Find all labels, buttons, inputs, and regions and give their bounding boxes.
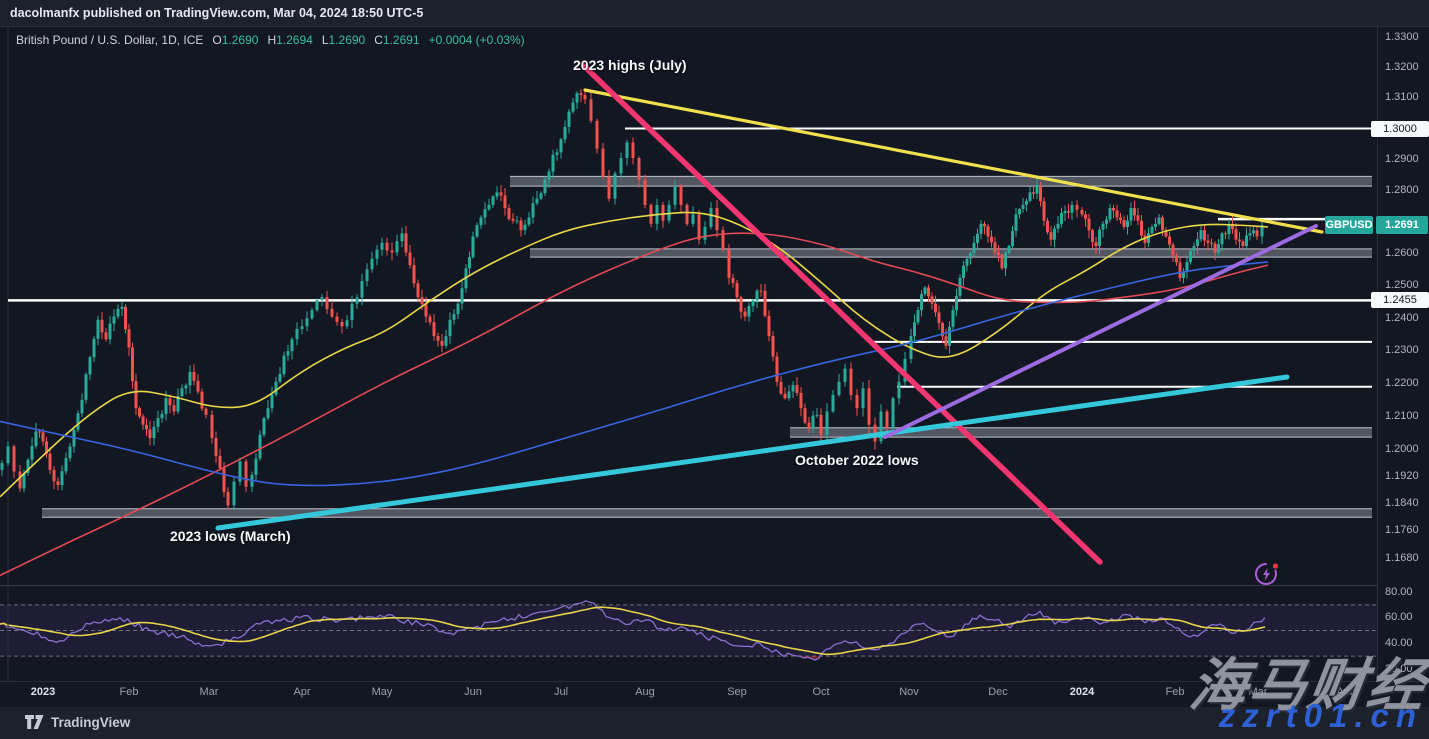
time-tick-May: May xyxy=(371,686,393,698)
ohlc-open: O1.2690 xyxy=(212,33,259,47)
time-tick-Jul: Jul xyxy=(553,686,569,698)
rsi-line xyxy=(0,600,1266,661)
flash-ideas-button[interactable] xyxy=(1253,561,1279,587)
tradingview-logo-text: TradingView xyxy=(51,715,131,730)
level-price-badge-1.2455: 1.2455 xyxy=(1371,292,1429,309)
rising-support-purple[interactable] xyxy=(883,224,1318,439)
ma-slow-200 xyxy=(0,261,1269,487)
publish-text: dacolmanfx published on TradingView.com,… xyxy=(10,6,424,20)
price-tick-1.2800: 1.2800 xyxy=(1385,184,1419,197)
time-tick-Aug: Aug xyxy=(635,686,655,698)
level-price-badge-1.3000: 1.3000 xyxy=(1371,120,1429,137)
annotation-label[interactable]: October 2022 lows xyxy=(795,452,919,468)
time-tick-Feb: Feb xyxy=(119,686,139,698)
price-tick-1.2900: 1.2900 xyxy=(1385,153,1419,166)
symbol-price-badge: GBPUSD xyxy=(1325,216,1373,235)
price-change: +0.0004 (+0.03%) xyxy=(428,33,525,47)
flash-circle xyxy=(1255,563,1277,585)
time-tick-Mar: Mar xyxy=(1248,686,1268,698)
time-tick-Apr: Apr xyxy=(1336,686,1354,698)
notification-dot xyxy=(1272,563,1279,569)
price-tick-1.1840: 1.1840 xyxy=(1385,497,1419,510)
lightning-icon xyxy=(1263,568,1270,581)
symbol-title[interactable]: British Pound / U.S. Dollar, 1D, ICE xyxy=(16,33,204,47)
price-tick-1.2200: 1.2200 xyxy=(1385,376,1419,389)
ohlc-low: L1.2690 xyxy=(321,33,366,47)
footer-bar: TradingView xyxy=(0,707,1429,739)
price-tick-1.2100: 1.2100 xyxy=(1385,409,1419,422)
price-tick-1.3200: 1.3200 xyxy=(1385,60,1419,73)
publish-bar: dacolmanfx published on TradingView.com,… xyxy=(0,0,1429,27)
price-zone[interactable] xyxy=(42,508,1372,518)
price-tick-1.3300: 1.3300 xyxy=(1385,30,1419,43)
candlesticks xyxy=(0,88,1264,511)
annotation-label[interactable]: 2023 highs (July) xyxy=(573,57,687,73)
time-tick-Sep: Sep xyxy=(727,686,747,698)
rsi-tick-20.00: 20.00 xyxy=(1385,662,1413,675)
price-tick-1.2300: 1.2300 xyxy=(1385,344,1419,357)
time-tick-Oct: Oct xyxy=(812,686,830,698)
tradingview-logo-icon xyxy=(25,715,44,729)
price-zone[interactable] xyxy=(530,248,1372,258)
price-tick-1.2500: 1.2500 xyxy=(1385,279,1419,292)
price-tick-1.2400: 1.2400 xyxy=(1385,311,1419,324)
annotation-label[interactable]: 2023 lows (March) xyxy=(170,528,291,544)
descending-resistance-yellow[interactable] xyxy=(583,88,1324,234)
price-zone[interactable] xyxy=(510,175,1372,187)
ohlc-close: C1.2691 xyxy=(374,33,420,47)
time-tick-2023: 2023 xyxy=(30,686,56,698)
rsi-tick-60.00: 60.00 xyxy=(1385,611,1413,624)
rsi-tick-80.00: 80.00 xyxy=(1385,585,1413,598)
ma-fast-50 xyxy=(0,211,1269,498)
time-tick-Nov: Nov xyxy=(899,686,919,698)
last-price-badge: 1.2691 xyxy=(1376,216,1428,235)
ohlc-high: H1.2694 xyxy=(267,33,313,47)
time-tick-Apr: Apr xyxy=(293,686,311,698)
time-tick-Mar: Mar xyxy=(199,686,219,698)
time-tick-Dec: Dec xyxy=(988,686,1008,698)
main-price-pane[interactable] xyxy=(0,27,1377,585)
price-tick-1.1760: 1.1760 xyxy=(1385,524,1419,537)
ma-mid-100 xyxy=(0,232,1269,577)
time-tick-2024: 2024 xyxy=(1069,686,1095,698)
time-axis[interactable]: 2023 Feb Mar Apr May Jun Jul Aug Sep Oct Nov Dec 202… xyxy=(0,681,1429,708)
time-tick-Jun: Jun xyxy=(464,686,482,698)
price-tick-1.2000: 1.2000 xyxy=(1385,443,1419,456)
price-axis[interactable]: 1.3300 1.3200 1.3100 1.2900 1.2800 1.2600 1.25… xyxy=(1371,27,1429,681)
rsi-pane[interactable] xyxy=(0,585,1377,681)
rsi-ma-line xyxy=(0,606,1266,656)
price-tick-1.3100: 1.3100 xyxy=(1385,91,1419,104)
tradingview-logo[interactable]: TradingView xyxy=(25,715,130,730)
symbol-legend: British Pound / U.S. Dollar, 1D, ICE O1.2… xyxy=(16,33,525,47)
price-tick-1.2600: 1.2600 xyxy=(1385,247,1419,260)
steep-downtrend-pink[interactable] xyxy=(581,63,1103,565)
price-tick-1.1920: 1.1920 xyxy=(1385,470,1419,483)
price-tick-1.1680: 1.1680 xyxy=(1385,551,1419,564)
rsi-tick-40.00: 40.00 xyxy=(1385,636,1413,649)
time-tick-Feb: Feb xyxy=(1165,686,1185,698)
long-uptrend-cyan[interactable] xyxy=(215,374,1290,531)
